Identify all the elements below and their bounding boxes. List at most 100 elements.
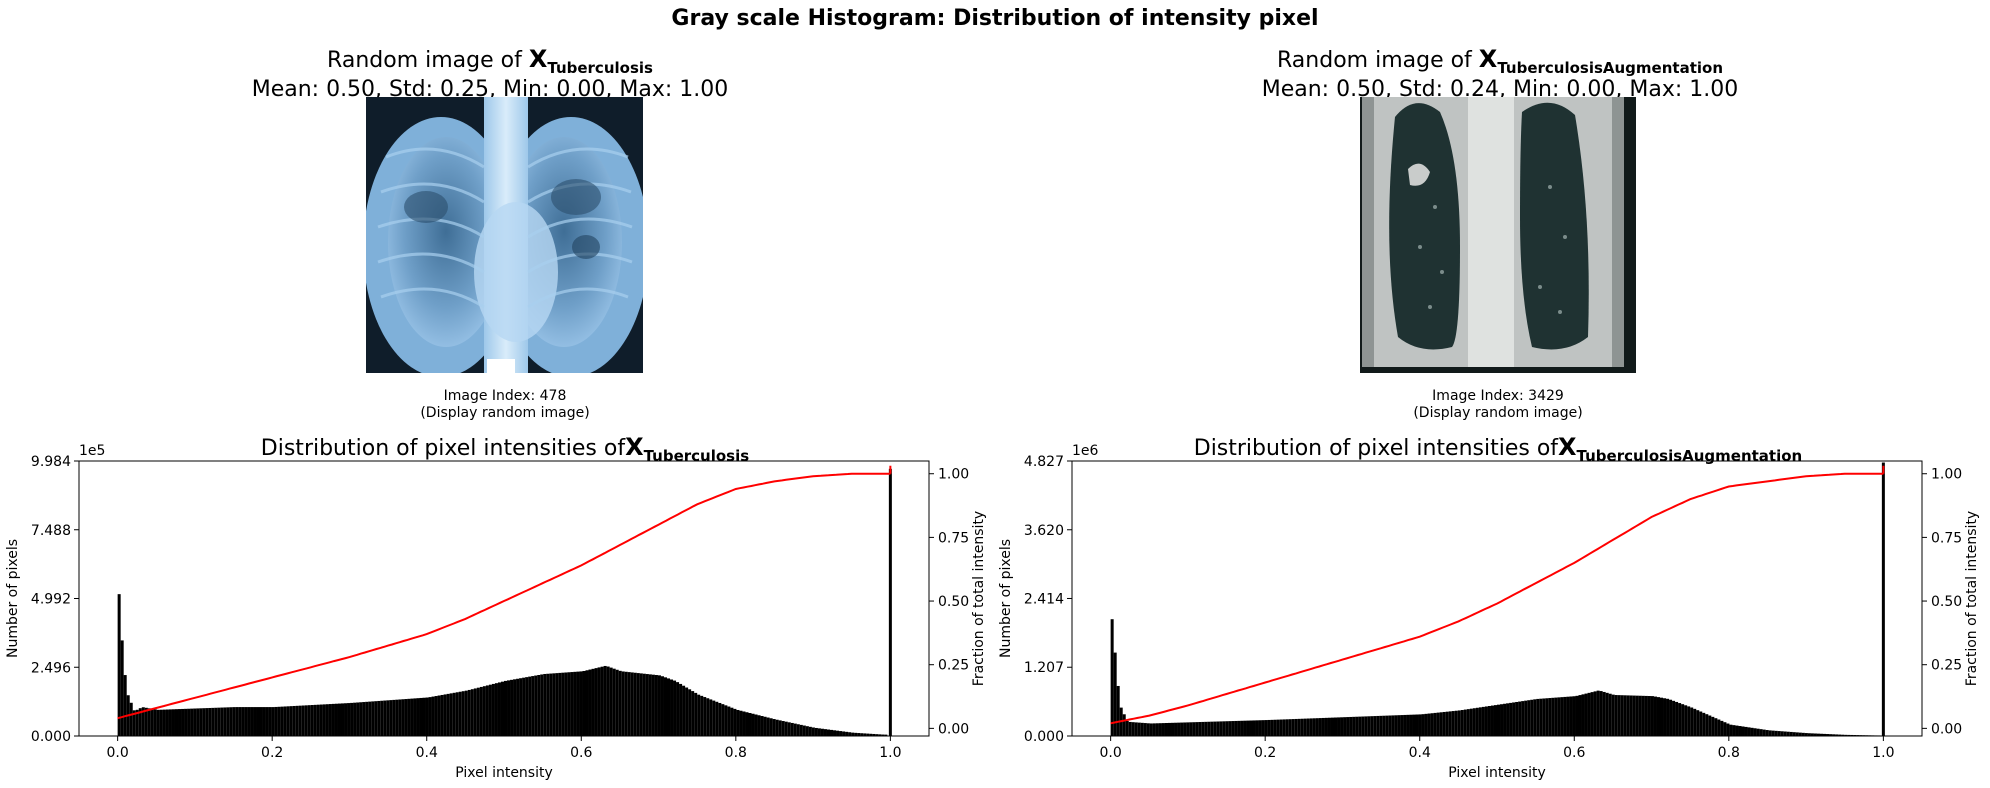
histogram-bar <box>748 712 752 736</box>
histogram-bar <box>1611 694 1615 736</box>
hist-title-subscript: TuberculosisAugmentation <box>1576 447 1803 465</box>
histogram-bar <box>1291 719 1295 736</box>
cumulative-line <box>117 472 891 720</box>
histogram-bar <box>274 706 278 736</box>
histogram-bar <box>1659 697 1664 736</box>
histogram-bar <box>730 707 734 736</box>
histogram-bar <box>727 706 731 736</box>
caption-right: Image Index: 3429 (Display random image) <box>1348 388 1648 422</box>
histogram-bar <box>241 707 245 736</box>
histogram-bar <box>1593 691 1597 736</box>
image-title-symbol: X <box>1478 45 1498 73</box>
histogram-bar <box>1801 732 1805 736</box>
histogram-bar <box>1448 711 1452 736</box>
histogram-bar <box>1388 715 1392 736</box>
histogram-bar <box>1300 718 1304 736</box>
histogram-bar <box>1789 731 1793 736</box>
histogram-bar <box>1324 717 1328 736</box>
y-tick-label: 7.488 <box>31 523 71 539</box>
ct-drawing <box>1360 97 1636 373</box>
histogram-bar <box>1581 694 1585 736</box>
image-title-line-right: Random image of XTuberculosisAugmentatio… <box>1130 45 1870 78</box>
histogram-bar <box>1285 719 1289 736</box>
histogram-bar <box>561 672 565 736</box>
histogram-bar <box>1521 701 1525 736</box>
histogram-bar <box>676 682 680 736</box>
histogram-bar <box>567 672 571 736</box>
histogram-bar-spike <box>888 468 892 736</box>
histogram-bar <box>319 704 323 736</box>
histogram-bar <box>1768 730 1772 736</box>
histogram-bar <box>494 683 498 736</box>
histogram-bar <box>546 673 550 736</box>
histogram-bar <box>549 673 553 736</box>
histogram-bar <box>787 722 791 736</box>
histogram-bar <box>1759 729 1763 736</box>
histogram-bar <box>1110 619 1114 736</box>
histogram-bar <box>398 699 402 736</box>
histogram-bar <box>627 672 631 736</box>
histogram-bar <box>1599 691 1603 736</box>
histogram-bar <box>1400 715 1404 736</box>
histogram-bar <box>292 705 296 736</box>
histogram-bar <box>1678 703 1682 736</box>
histogram-bar <box>1554 697 1558 736</box>
histogram-bar <box>126 695 130 736</box>
histogram-bar <box>1515 701 1519 736</box>
histogram-bar <box>449 693 453 736</box>
histogram-bar <box>1355 716 1359 736</box>
histogram-bar <box>289 706 293 736</box>
histogram-bar <box>531 676 535 736</box>
histogram-bar <box>401 699 405 736</box>
histogram-bar <box>1732 725 1736 736</box>
histogram-bar <box>736 709 740 736</box>
histogram-bar <box>491 683 495 736</box>
histogram-bar <box>386 700 390 736</box>
y-tick-label: 4.992 <box>31 592 71 608</box>
histogram-bar <box>1391 715 1395 736</box>
histogram-bar-spike <box>1881 462 1885 736</box>
histogram-bar <box>304 705 308 736</box>
histogram-bar <box>365 701 369 736</box>
histogram-bar <box>1608 693 1612 736</box>
histogram-bar <box>1457 710 1461 736</box>
histogram-bar <box>232 707 236 736</box>
histogram-bar <box>1500 704 1504 736</box>
histogram-bar <box>1620 695 1624 736</box>
histogram-bar <box>334 703 338 736</box>
histogram-bar <box>1614 695 1618 736</box>
histogram-bar <box>344 703 348 736</box>
histogram-bar <box>1276 719 1280 736</box>
histogram-bar <box>842 731 846 736</box>
histogram-bar <box>1246 720 1250 736</box>
histogram-bar <box>718 702 722 736</box>
histogram-bar <box>1469 708 1473 736</box>
histogram-bar <box>1807 733 1811 736</box>
histogram-bar <box>1533 699 1537 736</box>
histogram-bar <box>1699 711 1703 736</box>
histogram-bar <box>1303 718 1307 736</box>
histogram-bar <box>688 689 692 736</box>
histogram-bar <box>1424 713 1428 736</box>
histogram-bar <box>220 707 224 736</box>
histogram-bar <box>863 733 867 736</box>
image-title-right: Random image of XTuberculosisAugmentatio… <box>1130 46 1870 103</box>
histogram-bar <box>1744 726 1748 736</box>
histogram-bar <box>1128 721 1132 736</box>
histogram-bar <box>1841 734 1845 736</box>
histogram-bar <box>1436 712 1440 736</box>
histogram-bar <box>1684 705 1688 736</box>
histogram-bar <box>826 729 830 736</box>
histogram-bar <box>1641 695 1645 736</box>
histogram-bar <box>1669 699 1673 736</box>
histogram-bar <box>235 707 239 736</box>
histogram-bar <box>811 727 815 736</box>
histogram-bar <box>1122 714 1126 736</box>
histogram-bar <box>1672 700 1676 736</box>
histogram-bar <box>1340 717 1344 736</box>
histogram-bar <box>1334 717 1338 736</box>
histogram-bar <box>1735 725 1739 736</box>
histogram-bar <box>147 708 151 736</box>
histogram-bar <box>1741 726 1745 736</box>
histogram-bar <box>1442 711 1446 736</box>
